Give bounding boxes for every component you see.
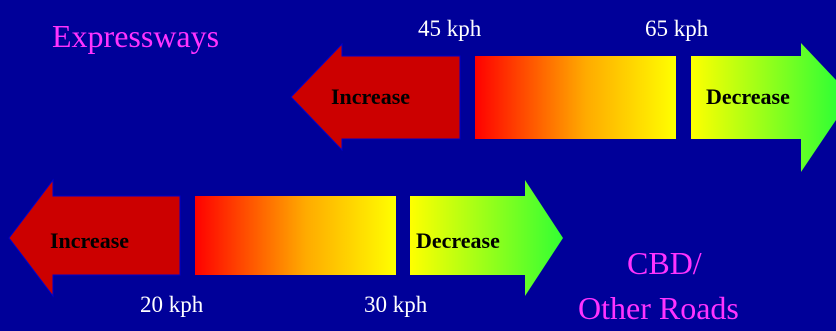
top-speed-band — [475, 56, 676, 139]
bottom-speed-band — [195, 196, 396, 275]
top-high-speed-label: 65 kph — [645, 16, 709, 41]
bottom-low-speed-label: 20 kph — [140, 292, 204, 317]
bottom-increase-arrow — [8, 178, 181, 298]
bottom-increase-label: Increase — [50, 228, 130, 253]
bottom-decrease-arrow — [410, 180, 563, 296]
top-increase-label: Increase — [331, 84, 411, 109]
road-type-expressways: Expressways — [52, 18, 220, 54]
road-type-cbd-line2: Other Roads — [578, 290, 739, 326]
bottom-decrease-label: Decrease — [416, 228, 500, 253]
top-increase-arrow — [290, 42, 461, 152]
top-decrease-label: Decrease — [706, 84, 790, 109]
bottom-high-speed-label: 30 kph — [364, 292, 428, 317]
top-low-speed-label: 45 kph — [418, 16, 482, 41]
road-type-cbd-line1: CBD/ — [627, 245, 702, 281]
top-decrease-arrow — [691, 43, 836, 172]
